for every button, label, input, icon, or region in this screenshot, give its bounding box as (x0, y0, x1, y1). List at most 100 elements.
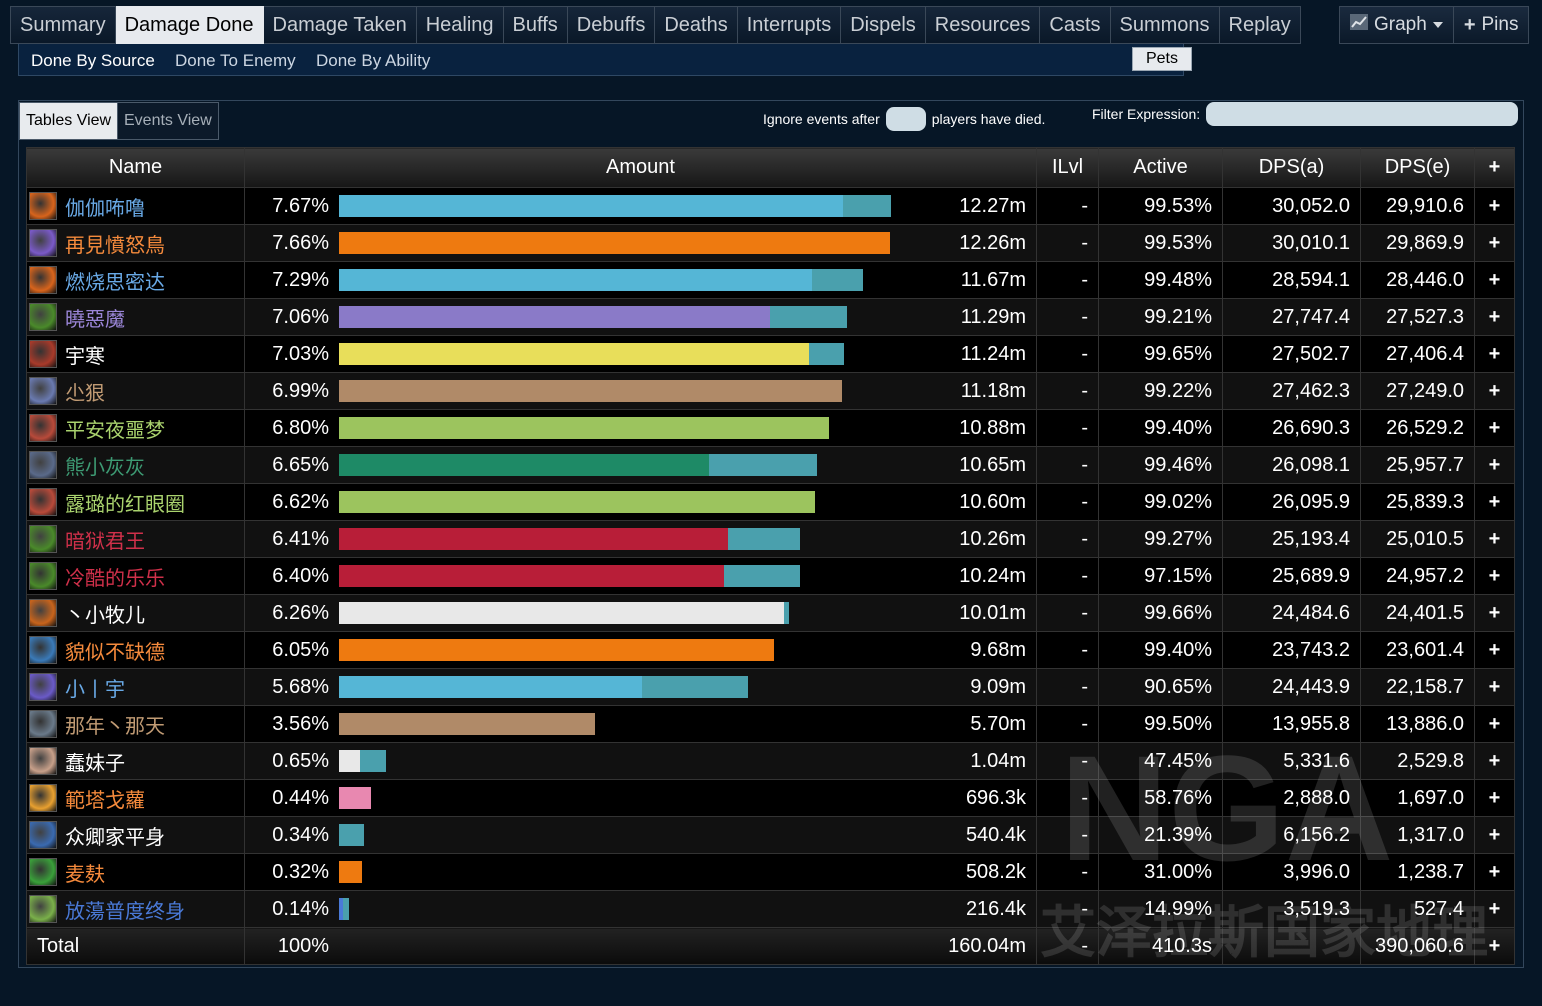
add-button[interactable]: + (1474, 557, 1515, 595)
active-value: 97.15% (1098, 557, 1223, 595)
class-icon (29, 784, 57, 812)
add-button[interactable]: + (1474, 742, 1515, 780)
tab-replay[interactable]: Replay (1219, 6, 1301, 44)
add-button[interactable]: + (1474, 372, 1515, 410)
add-button[interactable]: + (1474, 816, 1515, 854)
player-name[interactable]: 蠢妹子 (65, 752, 125, 775)
player-name[interactable]: 曉惡魔 (65, 308, 125, 331)
filter-expression-input[interactable] (1206, 102, 1519, 126)
col-name[interactable]: Name (26, 147, 245, 188)
tab-casts[interactable]: Casts (1040, 6, 1111, 44)
damage-bar-primary (339, 269, 812, 291)
player-name[interactable]: 宇寒 (65, 345, 105, 368)
player-name[interactable]: 再見憤怒鳥 (65, 234, 165, 257)
col-add[interactable]: + (1474, 147, 1515, 188)
add-button[interactable]: + (1474, 890, 1515, 928)
dps-e-value: 527.4 (1360, 890, 1475, 928)
add-button[interactable]: + (1474, 187, 1515, 225)
add-button[interactable]: + (1474, 409, 1515, 447)
add-button[interactable]: + (1474, 779, 1515, 817)
col-active[interactable]: Active (1098, 147, 1223, 188)
damage-amount: 10.88m (959, 417, 1026, 439)
player-name[interactable]: 尐狠 (65, 382, 105, 405)
add-button[interactable]: + (1474, 705, 1515, 743)
tab-resources[interactable]: Resources (925, 6, 1041, 44)
tab-summons[interactable]: Summons (1110, 6, 1220, 44)
subtab-done-by-ability[interactable]: Done By Ability (316, 51, 431, 70)
player-name[interactable]: 众卿家平身 (65, 826, 165, 849)
tab-damage-taken[interactable]: Damage Taken (263, 6, 417, 44)
ilvl-value: - (1036, 705, 1099, 743)
col-dps-e[interactable]: DPS(e) (1360, 147, 1475, 188)
report-panel: Tables View Events View Ignore events af… (18, 100, 1524, 968)
damage-amount: 12.26m (959, 232, 1026, 254)
player-name[interactable]: 燃烧思密达 (65, 271, 165, 294)
add-button[interactable]: + (1474, 261, 1515, 299)
add-button[interactable]: + (1474, 668, 1515, 706)
player-name[interactable]: 熊小灰灰 (65, 456, 145, 479)
damage-pct: 0.44% (272, 787, 329, 809)
damage-bar (339, 306, 847, 328)
damage-pct: 6.80% (272, 417, 329, 439)
add-button[interactable]: + (1474, 483, 1515, 521)
player-name[interactable]: 貌似不缺德 (65, 641, 165, 664)
damage-amount: 10.26m (959, 528, 1026, 550)
dps-e-value: 13,886.0 (1360, 705, 1475, 743)
add-button[interactable]: + (1474, 335, 1515, 373)
pins-label: Pins (1481, 14, 1519, 35)
damage-bar (339, 713, 595, 735)
add-button[interactable]: + (1474, 631, 1515, 669)
player-name[interactable]: 冷酷的乐乐 (65, 567, 165, 590)
tab-deaths[interactable]: Deaths (655, 6, 738, 44)
graph-button[interactable]: Graph (1339, 6, 1454, 44)
add-button[interactable]: + (1474, 594, 1515, 632)
active-value: 99.65% (1098, 335, 1223, 373)
player-name[interactable]: 丶小牧儿 (65, 604, 145, 627)
tab-summary[interactable]: Summary (10, 6, 116, 44)
tab-damage-done[interactable]: Damage Done (115, 6, 264, 44)
player-name[interactable]: 那年丶那天 (65, 715, 165, 738)
player-name[interactable]: 平安夜噩梦 (65, 419, 165, 442)
player-name[interactable]: 小丨宇 (65, 678, 125, 701)
graph-label: Graph (1374, 14, 1427, 35)
col-amount[interactable]: Amount (244, 147, 1037, 188)
add-button[interactable]: + (1474, 224, 1515, 262)
tab-interrupts[interactable]: Interrupts (737, 6, 842, 44)
add-button[interactable]: + (1474, 853, 1515, 891)
subtab-done-to-enemy[interactable]: Done To Enemy (175, 51, 296, 70)
player-name[interactable]: 露璐的红眼圈 (65, 493, 185, 516)
tab-dispels[interactable]: Dispels (841, 6, 926, 44)
class-icon (29, 747, 57, 775)
total-add-button[interactable]: + (1474, 927, 1515, 965)
add-button[interactable]: + (1474, 520, 1515, 558)
damage-pct: 0.14% (272, 898, 329, 920)
damage-bar (339, 639, 774, 661)
tab-tables-view[interactable]: Tables View (19, 102, 119, 140)
table-row: 平安夜噩梦 6.80% 10.88m -99.40% 26,690.3 26,529.2 + (26, 409, 1515, 447)
dps-e-value: 25,010.5 (1360, 520, 1475, 558)
player-name[interactable]: 麦麸 (65, 863, 105, 886)
pets-toggle[interactable]: Pets (1132, 47, 1192, 71)
pins-button[interactable]: + Pins (1453, 6, 1530, 44)
add-button[interactable]: + (1474, 446, 1515, 484)
dps-a-value: 27,502.7 (1222, 335, 1361, 373)
dps-e-value: 24,957.2 (1360, 557, 1475, 595)
player-name[interactable]: 範塔戈蘿 (65, 789, 145, 812)
death-count-input[interactable] (885, 107, 926, 131)
add-button[interactable]: + (1474, 298, 1515, 336)
col-ilvl[interactable]: ILvl (1036, 147, 1099, 188)
player-name[interactable]: 暗狱君王 (65, 530, 145, 553)
active-value: 99.50% (1098, 705, 1223, 743)
tab-healing[interactable]: Healing (416, 6, 504, 44)
subtab-done-by-source[interactable]: Done By Source (31, 51, 155, 70)
damage-bar-primary (339, 898, 343, 920)
player-name[interactable]: 放蕩普度终身 (65, 900, 185, 923)
tab-debuffs[interactable]: Debuffs (567, 6, 656, 44)
tab-buffs[interactable]: Buffs (503, 6, 568, 44)
tab-events-view[interactable]: Events View (117, 102, 219, 140)
col-dps-a[interactable]: DPS(a) (1222, 147, 1361, 188)
right-buttons: Graph + Pins (1339, 6, 1530, 44)
player-name[interactable]: 伽伽咘噜 (65, 197, 145, 220)
chevron-down-icon (1432, 22, 1443, 28)
dps-e-value: 2,529.8 (1360, 742, 1475, 780)
